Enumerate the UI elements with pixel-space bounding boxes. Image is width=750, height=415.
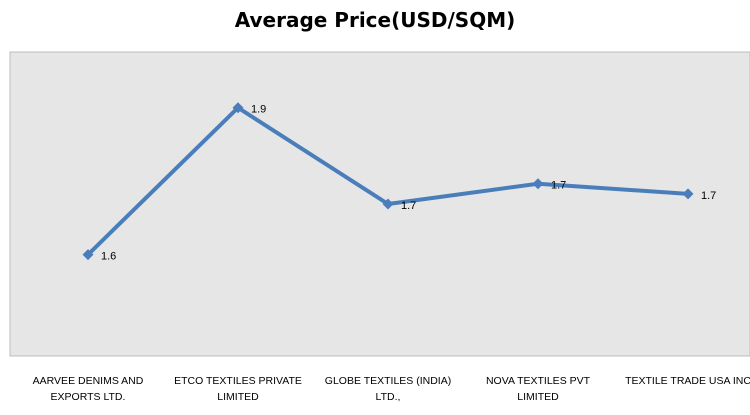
data-point-marker [82, 249, 94, 261]
data-label: 1.7 [701, 190, 716, 202]
data-point-marker [682, 188, 694, 200]
x-tick-label: NOVA TEXTILES PVT LIMITED [486, 375, 591, 403]
data-label: 1.6 [101, 251, 116, 263]
data-point-marker [532, 178, 544, 190]
chart-title: Average Price(USD/SQM) [234, 8, 516, 32]
data-label: 1.7 [401, 200, 416, 212]
plot-area [9, 51, 750, 357]
data-point-marker [382, 198, 394, 210]
x-tick-label: AARVEE DENIMS AND EXPORTS LTD. [33, 375, 144, 403]
x-tick-label: TEXTILE TRADE USA INC [625, 375, 750, 387]
data-point-marker [232, 102, 244, 114]
data-label: 1.9 [251, 104, 266, 116]
data-label: 1.7 [551, 180, 566, 192]
x-tick-label: GLOBE TEXTILES (INDIA) LTD., [325, 375, 451, 403]
x-tick-label: ETCO TEXTILES PRIVATE LIMITED [174, 375, 302, 403]
